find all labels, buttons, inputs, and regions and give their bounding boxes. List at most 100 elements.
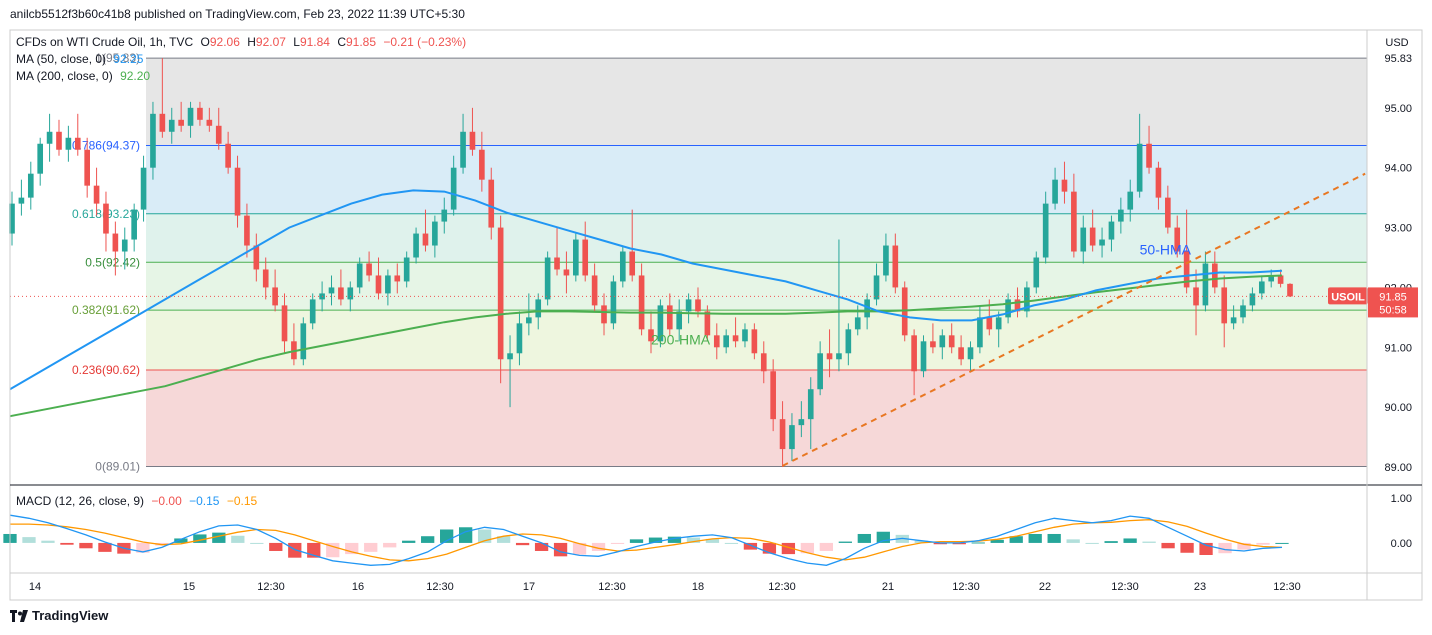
macd-histogram-bar bbox=[1142, 541, 1156, 543]
macd-histogram-bar bbox=[952, 542, 966, 545]
macd-histogram-bar bbox=[914, 540, 928, 543]
fib-label-0.382: 0.382(91.62) bbox=[72, 303, 140, 317]
macd-histogram-bar bbox=[819, 542, 834, 551]
macd-histogram-bar bbox=[345, 542, 359, 555]
ma50-legend[interactable]: MA (50, close, 0) 92.25 bbox=[16, 52, 147, 66]
x-tick-label: 12:30 bbox=[598, 581, 626, 593]
candle-body bbox=[1165, 197, 1171, 228]
publisher-line: anilcb5512f3b60c41b8 published on Tradin… bbox=[10, 7, 465, 21]
candle-body bbox=[1080, 227, 1087, 252]
candle-body bbox=[103, 203, 109, 234]
price-tag-box bbox=[1368, 287, 1418, 318]
candle-body bbox=[187, 107, 194, 126]
candle-body bbox=[619, 251, 626, 282]
candle-body bbox=[84, 149, 90, 186]
fibonacci-retracement[interactable]: 1(95.83)0.786(94.37)0.618(93.23)0.5(92.4… bbox=[72, 51, 1367, 473]
y-tick-label: 89.00 bbox=[1384, 462, 1412, 474]
macd-histogram-bar bbox=[174, 538, 188, 543]
candle-body bbox=[1268, 275, 1275, 282]
candle-body bbox=[328, 287, 335, 294]
candle-body bbox=[563, 269, 570, 276]
y-tick-label: 91.00 bbox=[1384, 342, 1412, 354]
macd-histogram-bar bbox=[458, 527, 473, 543]
candle-body bbox=[253, 245, 260, 270]
candle-body bbox=[526, 317, 532, 324]
candle-body bbox=[403, 257, 410, 282]
candle-body bbox=[873, 275, 880, 300]
tradingview-brand: TradingView bbox=[32, 608, 109, 623]
candle-body bbox=[967, 347, 974, 360]
candle-body bbox=[986, 317, 993, 330]
price-tag-symbol: USOIL bbox=[1331, 291, 1365, 303]
macd-histogram-bar bbox=[402, 540, 416, 543]
candle-body bbox=[958, 347, 964, 360]
macd-y-tick-label: 1.00 bbox=[1391, 493, 1412, 505]
candle-body bbox=[723, 335, 729, 348]
tradingview-logo[interactable]: TradingView bbox=[10, 608, 108, 623]
ma200-label: MA (200, close, 0) bbox=[16, 69, 113, 83]
macd-histogram-bar bbox=[1180, 542, 1194, 553]
macd-histogram-bar bbox=[667, 536, 682, 543]
candle-body bbox=[1287, 283, 1293, 297]
candle-body bbox=[948, 335, 955, 348]
candle-body bbox=[535, 299, 542, 318]
candle-body bbox=[1230, 317, 1237, 324]
ma50-line bbox=[9, 189, 1283, 391]
candle-body bbox=[460, 131, 466, 168]
macd-legend[interactable]: MACD (12, 26, close, 9) −0.00 −0.15 −0.1… bbox=[16, 494, 261, 508]
ohlc-change: −0.21 (−0.23%) bbox=[383, 35, 467, 49]
macd-histogram-bar bbox=[231, 535, 245, 543]
candle-body bbox=[1249, 293, 1256, 306]
macd-histogram-bar bbox=[800, 542, 815, 554]
candle-body bbox=[657, 305, 664, 342]
candle-body bbox=[713, 335, 720, 348]
candle-body bbox=[450, 167, 457, 210]
candle-body bbox=[1108, 221, 1115, 240]
macd-histogram-bar bbox=[515, 542, 530, 546]
x-tick-label: 14 bbox=[29, 581, 41, 593]
x-tick-label: 18 bbox=[692, 581, 704, 593]
candle-body bbox=[610, 281, 617, 324]
candle-body bbox=[488, 179, 495, 228]
candle-body bbox=[121, 239, 128, 252]
candle-body bbox=[1089, 227, 1096, 246]
candle-body bbox=[1202, 263, 1209, 306]
candle-body bbox=[441, 209, 448, 222]
symbol-title: CFDs on WTI Crude Oil, 1h, TVC bbox=[16, 35, 194, 49]
candle-body bbox=[1183, 251, 1190, 288]
time-axis[interactable]: 14 15 12:30 16 12:30 17 12:30 18 12:30 21 12:30 22 1… bbox=[29, 581, 1301, 593]
candle-body bbox=[74, 137, 81, 150]
candle-body bbox=[1014, 299, 1021, 312]
price-axis[interactable]: USD89.0090.0091.0092.0093.0094.0095.0095… bbox=[1328, 37, 1418, 474]
candle-body bbox=[1174, 227, 1181, 252]
candle-body bbox=[732, 335, 739, 342]
x-tick-label: 12:30 bbox=[1273, 581, 1301, 593]
fib-band-0.786 bbox=[146, 145, 1367, 214]
outer-frame bbox=[9, 29, 1423, 601]
macd-histogram-bar bbox=[41, 540, 55, 543]
candle-body bbox=[479, 149, 485, 180]
macd-histogram-bar bbox=[1218, 542, 1232, 554]
candle-body bbox=[168, 119, 175, 132]
annotation-group: 50-HMA 200-HMA bbox=[651, 242, 1192, 348]
candle-body bbox=[1024, 287, 1030, 312]
macd-histogram-bar bbox=[364, 542, 378, 552]
candle-body bbox=[1240, 305, 1246, 318]
candle-body bbox=[93, 185, 100, 204]
candle-body bbox=[544, 257, 551, 300]
candle-body bbox=[469, 131, 476, 150]
y-tick-label: 93.00 bbox=[1384, 223, 1412, 235]
macd-pane[interactable]: 1.00 0.00 bbox=[3, 493, 1412, 566]
x-tick-label: 16 bbox=[352, 581, 364, 593]
candle-body bbox=[131, 209, 137, 240]
candle-body bbox=[413, 233, 419, 258]
candle-body bbox=[995, 317, 1002, 330]
macd-histogram-bar bbox=[1066, 539, 1080, 543]
macd-histogram-bar bbox=[933, 542, 947, 545]
candle-body bbox=[272, 287, 278, 306]
candle-body bbox=[516, 323, 523, 354]
x-tick-label: 22 bbox=[1039, 581, 1051, 593]
trendline-group[interactable] bbox=[782, 172, 1366, 467]
ma200-legend[interactable]: MA (200, close, 0) 92.20 bbox=[16, 69, 154, 83]
